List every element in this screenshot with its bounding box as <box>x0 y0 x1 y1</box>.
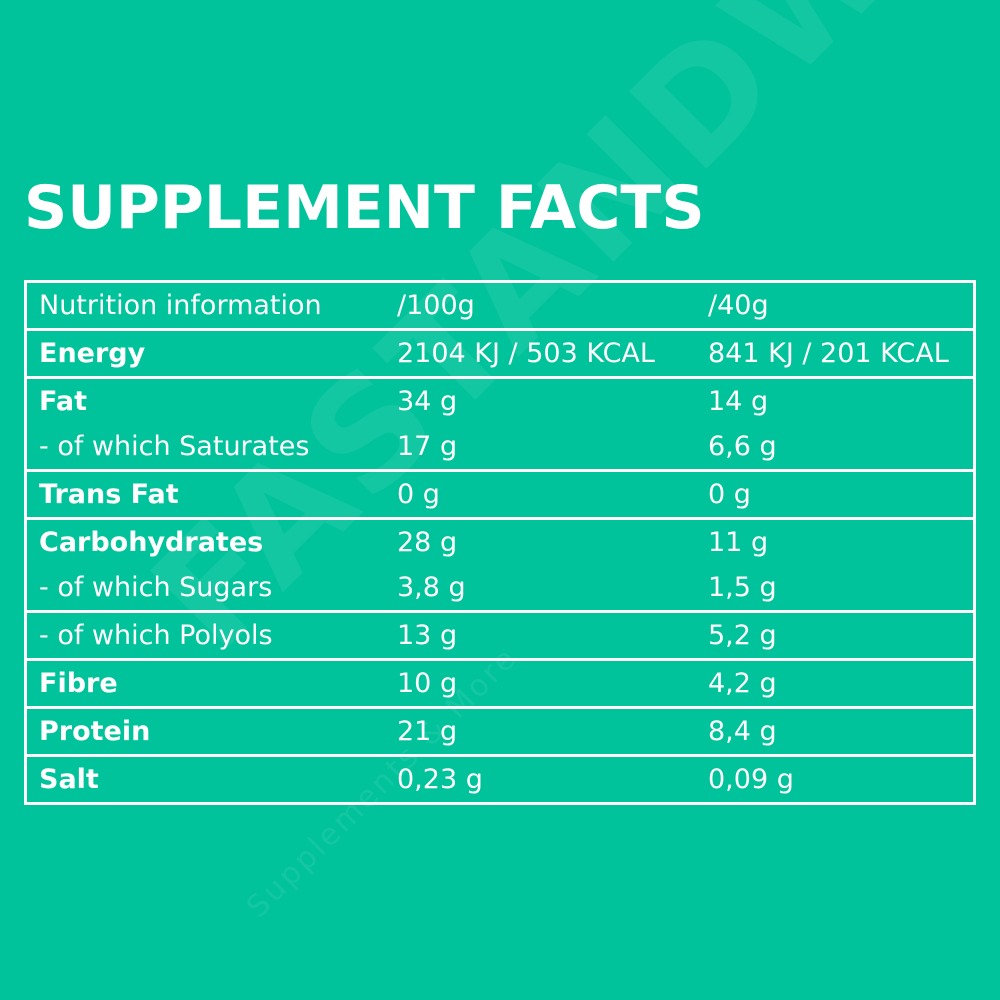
header-per100: /100g <box>397 290 475 321</box>
header-label: Nutrition information <box>39 290 322 321</box>
nutrient-label: Fibre <box>25 658 389 708</box>
value-per-100g: 21 g <box>389 706 702 756</box>
table-row: - of which Sugars 3,8 g 1,5 g <box>26 565 975 612</box>
nutrient-label: Energy <box>25 328 389 378</box>
nutrient-label: Salt <box>25 754 389 804</box>
value-per-100g: 28 g <box>389 517 702 565</box>
nutrient-label: Fat <box>25 376 389 424</box>
nutrient-label: Carbohydrates <box>25 517 389 565</box>
value-per-40g: 0 g <box>702 469 975 519</box>
table-row: Carbohydrates 28 g 11 g <box>25 517 975 565</box>
value-per-100g: 0 g <box>389 469 702 519</box>
table-row: - of which Polyols 13 g 5,2 g <box>25 610 975 660</box>
nutrient-label: - of which Polyols <box>25 610 389 660</box>
table-row: Energy 2104 KJ / 503 KCAL 841 KJ / 201 KCA… <box>25 328 975 378</box>
value-per-100g: 34 g <box>389 376 702 424</box>
table-header-row: Nutrition information /100g /40g <box>26 282 975 330</box>
value-per-40g: 1,5 g <box>708 572 777 603</box>
value-per-100g: 3,8 g <box>397 572 466 603</box>
value-per-100g: 17 g <box>397 431 458 462</box>
table-row: Fat 34 g 14 g <box>25 376 975 424</box>
value-per-100g: 13 g <box>389 610 702 660</box>
value-per-100g: 10 g <box>389 658 702 708</box>
nutrient-label: - of which Sugars <box>39 572 273 603</box>
value-per-100g: 0,23 g <box>389 754 702 804</box>
value-per-100g: 2104 KJ / 503 KCAL <box>389 328 702 378</box>
value-per-40g: 841 KJ / 201 KCAL <box>702 328 975 378</box>
header-per40: /40g <box>708 290 769 321</box>
value-per-40g: 11 g <box>702 517 975 565</box>
value-per-40g: 8,4 g <box>702 706 975 756</box>
value-per-40g: 4,2 g <box>702 658 975 708</box>
nutrition-table: Nutrition information /100g /40g Energy 2… <box>24 280 976 805</box>
nutrient-label: Protein <box>25 706 389 756</box>
table-row: Protein 21 g 8,4 g <box>25 706 975 756</box>
table-row: Fibre 10 g 4,2 g <box>25 658 975 708</box>
table-row: Salt 0,23 g 0,09 g <box>25 754 975 804</box>
value-per-40g: 5,2 g <box>702 610 975 660</box>
nutrient-label: - of which Saturates <box>39 431 310 462</box>
value-per-40g: 14 g <box>702 376 975 424</box>
value-per-40g: 6,6 g <box>708 431 777 462</box>
table-row: - of which Saturates 17 g 6,6 g <box>26 424 975 471</box>
page-title: SUPPLEMENT FACTS <box>24 173 705 243</box>
value-per-40g: 0,09 g <box>702 754 975 804</box>
nutrient-label: Trans Fat <box>25 469 389 519</box>
